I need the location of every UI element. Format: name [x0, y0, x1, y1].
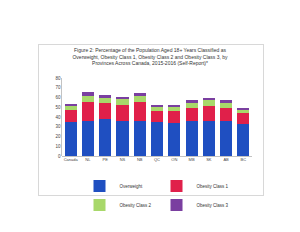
svg-text:50: 50: [56, 105, 62, 110]
svg-text:Obesity Class 3: Obesity Class 3: [197, 203, 229, 208]
svg-text:NB: NB: [137, 157, 143, 162]
svg-text:ON: ON: [171, 157, 177, 162]
svg-text:BC: BC: [241, 157, 247, 162]
svg-text:70: 70: [56, 85, 62, 90]
svg-text:80: 80: [56, 76, 62, 81]
svg-text:Obesity Class 2: Obesity Class 2: [120, 203, 152, 208]
svg-text:Canada: Canada: [64, 157, 79, 162]
svg-text:PE: PE: [103, 157, 109, 162]
svg-text:40: 40: [56, 115, 62, 120]
svg-text:10: 10: [56, 144, 62, 149]
svg-text:20: 20: [56, 134, 62, 139]
svg-text:AB: AB: [223, 157, 229, 162]
svg-text:Figure 2: Percentage of the Po: Figure 2: Percentage of the Population A…: [72, 47, 228, 66]
svg-text:SK: SK: [206, 157, 212, 162]
svg-text:Overweight: Overweight: [120, 184, 144, 189]
svg-text:MB: MB: [189, 157, 195, 162]
svg-text:NL: NL: [85, 157, 91, 162]
svg-text:QC: QC: [154, 157, 160, 162]
svg-text:60: 60: [56, 95, 62, 100]
svg-text:30: 30: [56, 124, 62, 129]
svg-text:Obesity Class 1: Obesity Class 1: [197, 184, 229, 189]
svg-text:0: 0: [58, 154, 61, 159]
svg-text:NS: NS: [120, 157, 126, 162]
